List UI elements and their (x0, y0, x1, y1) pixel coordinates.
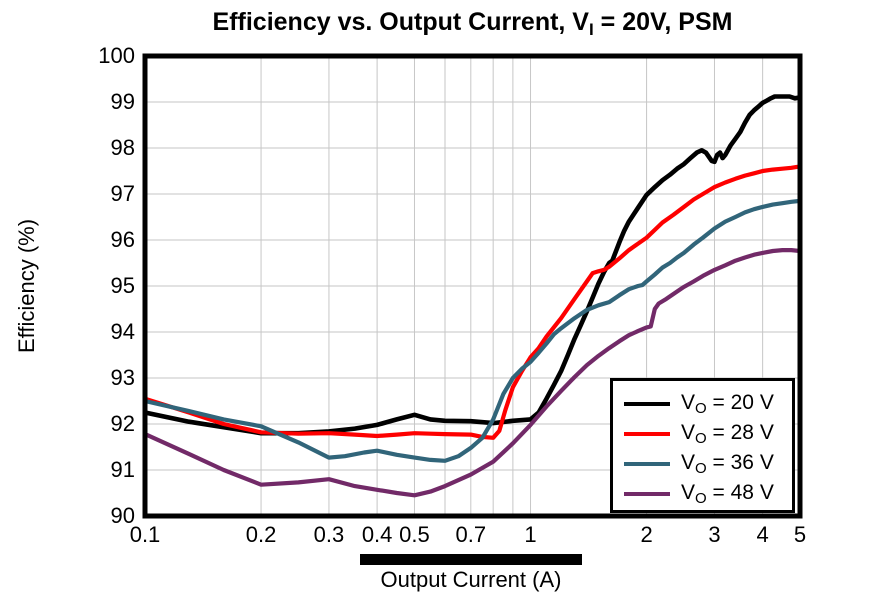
chart-title-text-tail: = 20V, PSM (593, 8, 733, 36)
y-tick-label-92: 92 (110, 411, 135, 436)
y-tick-label-94: 94 (110, 319, 135, 344)
x-tick-label-0.1: 0.1 (129, 522, 161, 547)
chart-title-text: Efficiency vs. Output Current, V (212, 8, 589, 36)
series-line-1 (145, 164, 800, 440)
legend-line-swatch-1 (624, 432, 670, 436)
y-tick-label-99: 99 (110, 89, 135, 114)
x-tick-label-0.4: 0.4 (361, 522, 393, 547)
series-line-0 (145, 94, 800, 436)
legend-label-3: VO = 48 V (681, 481, 774, 507)
series-line-2 (145, 198, 800, 463)
chart-title-subscript: I (588, 20, 594, 39)
y-tick-label-97: 97 (110, 181, 135, 206)
plot-frame (142, 53, 803, 519)
chart-title: Efficiency vs. Output Current, VI = 20V,… (120, 8, 825, 40)
legend: VO = 20 V VO = 28 V VO = 36 V VO = 48 V (610, 378, 795, 513)
x-axis-title: Output Current (A) (380, 567, 562, 592)
y-tick-label-90: 90 (110, 503, 135, 528)
legend-label-1: VO = 28 V (681, 421, 774, 447)
x-tick-label-3: 3 (708, 522, 721, 547)
series-line-3 (145, 248, 800, 498)
y-tick-label-91: 91 (110, 457, 135, 482)
legend-item-3: VO = 48 V (613, 479, 792, 509)
x-tick-label-0.7: 0.7 (455, 522, 487, 547)
y-tick-label-93: 93 (110, 365, 135, 390)
legend-label-0: VO = 20 V (681, 391, 774, 417)
x-tick-label-0.3: 0.3 (313, 522, 345, 547)
x-tick-label-1: 1 (524, 522, 537, 547)
legend-label-subscript-1: O (695, 430, 707, 447)
x-tick-label-2: 2 (640, 522, 653, 547)
legend-item-1: VO = 28 V (613, 419, 792, 449)
legend-label-subscript-2: O (695, 460, 707, 477)
legend-item-2: VO = 36 V (613, 449, 792, 479)
y-axis-title: Efficiency (%) (14, 218, 39, 354)
x-tick-label-0.2: 0.2 (245, 522, 277, 547)
legend-line-swatch-3 (624, 492, 670, 496)
x-tick-label-0.5: 0.5 (399, 522, 430, 547)
legend-label-2: VO = 36 V (681, 451, 774, 477)
legend-line-swatch-0 (624, 402, 670, 406)
y-tick-label-98: 98 (110, 135, 135, 160)
legend-line-swatch-2 (624, 462, 670, 466)
y-tick-label-95: 95 (110, 273, 135, 298)
legend-label-subscript-0: O (695, 400, 707, 417)
y-tick-label-96: 96 (110, 227, 135, 252)
legend-item-0: VO = 20 V (613, 389, 792, 419)
legend-label-subscript-3: O (695, 490, 707, 507)
x-tick-label-5: 5 (793, 522, 807, 547)
x-axis-highlight-bar (360, 554, 582, 565)
y-tick-label-100: 100 (98, 43, 135, 68)
x-tick-label-4: 4 (756, 522, 769, 547)
